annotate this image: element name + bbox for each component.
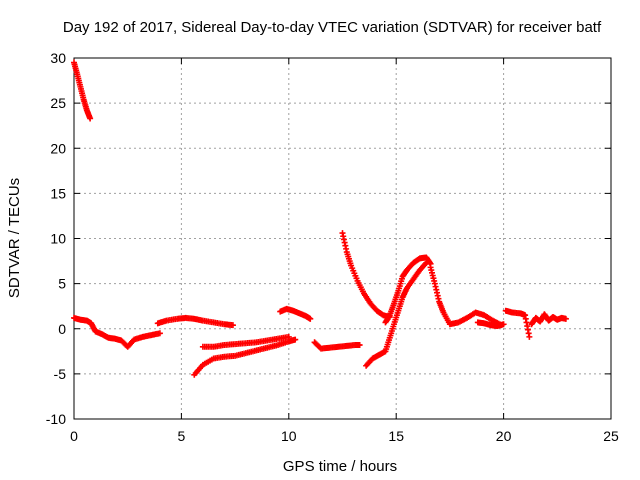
- x-axis-title: GPS time / hours: [283, 458, 397, 475]
- y-tick-label: 5: [58, 276, 66, 292]
- series-arc-7: [311, 339, 363, 352]
- data-point: [229, 322, 236, 329]
- y-tick-label: -5: [54, 366, 67, 382]
- x-tick-label: 25: [603, 428, 619, 444]
- series-arc-13: [502, 307, 533, 340]
- data-point: [500, 321, 507, 328]
- data-point: [292, 336, 299, 343]
- x-tick-label: 0: [70, 428, 78, 444]
- data-point: [562, 315, 569, 322]
- data-points: [71, 59, 569, 378]
- y-tick-label: 15: [50, 185, 66, 201]
- y-tick-label: 0: [58, 321, 66, 337]
- y-axis-title: SDTVAR / TECUs: [6, 178, 23, 298]
- x-tick-label: 15: [388, 428, 404, 444]
- series-arc-4: [191, 336, 299, 378]
- series-arc-14: [528, 311, 569, 328]
- data-point: [156, 330, 163, 337]
- x-tick-label: 5: [178, 428, 186, 444]
- x-tick-label: 10: [281, 428, 297, 444]
- axis-ticks: [73, 57, 612, 420]
- chart-title: Day 192 of 2017, Sidereal Day-to-day VTE…: [63, 19, 602, 36]
- data-point: [87, 115, 94, 122]
- y-tick-labels: -10 -5 0 5 10 15 20 25 30: [46, 50, 66, 427]
- series-arc-12: [474, 319, 507, 330]
- series-arc-9: [363, 259, 430, 369]
- series-arc-5: [199, 333, 292, 350]
- series-arc-11: [427, 264, 505, 329]
- series-arc-3: [154, 314, 236, 329]
- y-tick-label: -10: [46, 411, 66, 427]
- y-tick-label: 10: [50, 231, 66, 247]
- x-tick-label: 20: [496, 428, 512, 444]
- series-arc-2: [71, 314, 163, 350]
- series-arc-8: [339, 230, 393, 321]
- series-arc-1: [71, 59, 94, 122]
- data-point: [526, 333, 533, 340]
- series-arc-6: [277, 305, 314, 322]
- y-tick-label: 20: [50, 140, 66, 156]
- y-tick-label: 30: [50, 50, 66, 66]
- x-tick-labels: 0 5 10 15 20 25: [70, 428, 619, 444]
- y-tick-label: 25: [50, 95, 66, 111]
- data-point: [356, 341, 363, 348]
- data-point: [307, 315, 314, 322]
- grid-lines: [74, 58, 611, 419]
- data-point: [285, 333, 292, 340]
- series-arc-10: [382, 254, 434, 326]
